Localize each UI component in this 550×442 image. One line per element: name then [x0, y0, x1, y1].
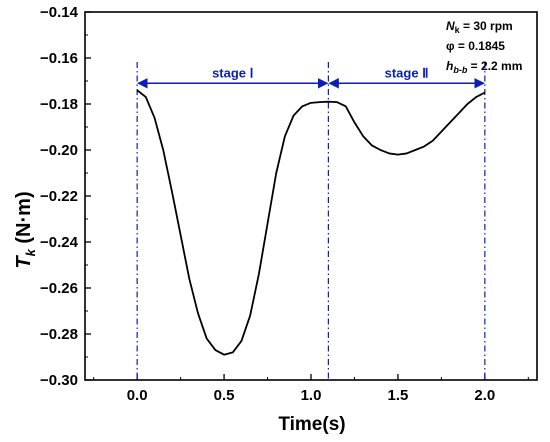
- stage-label: stage Ⅱ: [385, 65, 429, 80]
- y-tick-label: −0.22: [40, 188, 78, 205]
- stage-label: stage Ⅰ: [212, 65, 253, 80]
- annotation-speed: Nk = 30 rpm: [446, 19, 513, 35]
- x-tick-label: 1.5: [387, 387, 408, 404]
- series-line: [136, 89, 486, 356]
- y-tick-label: −0.26: [40, 280, 78, 297]
- y-axis-title: Tk (N·m): [13, 191, 38, 268]
- annotation-gap: hb-b = 2.2 mm: [446, 59, 522, 75]
- y-tick-label: −0.20: [40, 142, 78, 159]
- annotation-phi: φ = 0.1845: [446, 39, 505, 53]
- x-tick-label: 0.0: [127, 387, 148, 404]
- annotation-box: Nk = 30 rpm φ = 0.1845 hb-b = 2.2 mm: [446, 19, 522, 75]
- y-tick-label: −0.16: [40, 50, 78, 67]
- x-tick-label: 2.0: [474, 387, 495, 404]
- y-tick-label: −0.24: [40, 234, 79, 251]
- y-tick-label: −0.30: [40, 372, 78, 389]
- x-tick-label: 1.0: [301, 387, 322, 404]
- x-axis-title: Time(s): [278, 414, 345, 435]
- x-tick-label: 0.5: [214, 387, 235, 404]
- y-tick-label: −0.18: [40, 96, 78, 113]
- plot-area: 0.0 0.5 1.0 1.5 2.0 −0.30 −0.28 −0.26 −0.24 −0.22…: [40, 4, 538, 404]
- y-tick-label: −0.28: [40, 326, 78, 343]
- y-tick-label: −0.14: [40, 4, 79, 21]
